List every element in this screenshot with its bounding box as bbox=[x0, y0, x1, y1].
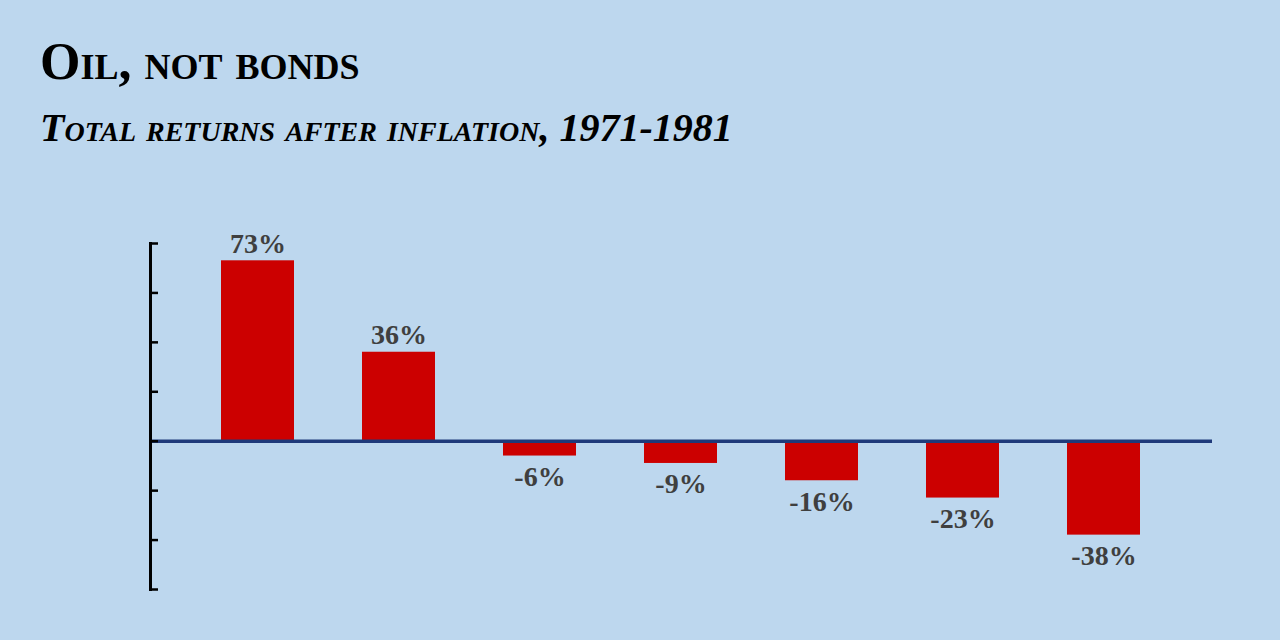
svg-text:73%: 73% bbox=[230, 228, 286, 259]
svg-text:36%: 36% bbox=[371, 319, 427, 350]
html-text:Oil, not bonds: Oil, not bonds bbox=[40, 33, 360, 90]
svg-text:-38%: -38% bbox=[1071, 540, 1136, 571]
html-text:Total returns after inflation,: Total returns after inflation, 1971-1981 bbox=[40, 105, 733, 150]
svg-text:-9%: -9% bbox=[655, 468, 706, 499]
svg-text:-23%: -23% bbox=[930, 503, 995, 534]
svg-text:-6%: -6% bbox=[514, 461, 565, 492]
svg-text:-16%: -16% bbox=[789, 486, 854, 517]
